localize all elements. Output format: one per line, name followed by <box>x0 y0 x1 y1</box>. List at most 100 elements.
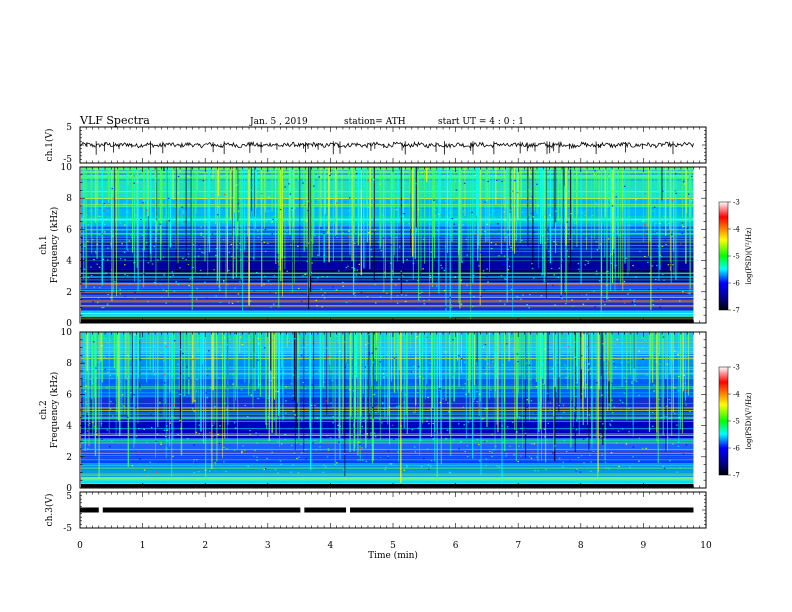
spectrogram-speckle <box>543 428 546 430</box>
colorbar-tick-label: -4 <box>733 226 740 234</box>
spectrogram-speckle <box>623 302 626 304</box>
spectrogram-speckle <box>355 274 358 276</box>
spectrogram-speckle <box>298 456 300 458</box>
spectrogram-speckle <box>194 461 196 463</box>
spectrogram-speckle <box>566 337 569 339</box>
spectrogram-speckle <box>274 468 277 471</box>
spectrogram-speckle <box>243 231 245 233</box>
spectrogram-speckle <box>148 170 151 172</box>
spectrogram-speckle <box>311 262 314 264</box>
spectrogram-speckle <box>414 177 417 179</box>
spectrogram-speckle <box>196 287 198 290</box>
spectrogram-speckle <box>648 233 650 235</box>
spectrogram-speckle <box>506 272 509 274</box>
spectrogram-speckle <box>136 234 138 236</box>
spectrogram-speckle <box>169 336 171 338</box>
spectrogram-speckle <box>252 455 255 457</box>
spectrogram-speckle <box>653 384 656 386</box>
spectrogram-speckle <box>573 221 575 223</box>
spectrogram-speckle <box>650 257 652 259</box>
spectrogram-speckle <box>82 380 85 382</box>
spectrogram-speckle <box>323 297 326 299</box>
spectrogram-speckle <box>665 254 668 257</box>
spectrogram-speckle <box>484 358 487 361</box>
spectrogram-speckle <box>104 257 107 259</box>
ch2-spectrogram-image <box>81 332 694 488</box>
spectrogram-speckle <box>566 221 569 223</box>
spectrogram-speckle <box>417 280 419 282</box>
spectrogram-speckle <box>126 170 128 173</box>
spectrogram-speckle <box>384 469 386 471</box>
spectrogram-speckle <box>398 278 400 280</box>
spectrogram-speckle <box>687 377 690 379</box>
spectrogram-speckle <box>85 214 88 216</box>
spectrogram-speckle <box>574 406 576 408</box>
spectrogram-speckle <box>663 415 665 417</box>
spectrogram-speckle <box>110 400 112 403</box>
spectrogram-speckle <box>650 341 652 344</box>
spectrogram-speckle <box>130 391 132 394</box>
spectrogram-speckle <box>92 239 94 241</box>
spectrogram-speckle <box>106 303 109 305</box>
spectrogram-speckle <box>126 416 129 418</box>
spectrogram-speckle <box>510 288 513 291</box>
spectrogram-speckle <box>95 433 98 435</box>
spectrogram-speckle <box>439 333 442 335</box>
spectrogram-speckle <box>166 218 168 221</box>
spectrogram-speckle <box>554 445 556 447</box>
spectrogram-speckle <box>430 251 432 253</box>
spectrogram-speckle <box>206 397 209 399</box>
spectrogram-speckle <box>153 231 156 233</box>
spectrogram-speckle <box>195 431 198 433</box>
spectrogram-speckle <box>192 338 195 340</box>
spectrogram-speckle <box>223 377 226 380</box>
spectrogram-speckle <box>215 247 218 250</box>
spectrogram-speckle <box>452 339 454 341</box>
spectrogram-speckle <box>440 369 443 371</box>
spectrogram-speckle <box>601 394 603 396</box>
spectrogram-speckle <box>340 227 342 229</box>
spectrogram-speckle <box>672 264 674 266</box>
spectrogram-speckle <box>460 280 463 282</box>
spectrogram-speckle <box>82 216 85 218</box>
spectrogram-speckle <box>143 469 146 471</box>
spectrogram-speckle <box>429 223 432 225</box>
spectrogram-speckle <box>393 438 395 440</box>
spectrogram-speckle <box>586 386 588 388</box>
spectrogram-speckle <box>433 199 435 201</box>
spectrogram-speckle <box>270 221 273 224</box>
spectrogram-speckle <box>449 225 451 228</box>
spectrogram-speckle <box>281 175 284 177</box>
spectrogram-speckle <box>278 377 280 379</box>
spectrogram-speckle <box>414 189 416 191</box>
spectrogram-speckle <box>668 355 671 358</box>
spectrogram-speckle <box>141 173 143 175</box>
spectrogram-ytick-label: 2 <box>66 453 72 463</box>
spectrogram-speckle <box>143 257 145 259</box>
spectrogram-speckle <box>522 415 525 417</box>
spectrogram-speckle <box>678 375 680 378</box>
spectrogram-speckle <box>388 406 391 409</box>
spectrogram-speckle <box>205 368 207 370</box>
spectrogram-speckle <box>166 440 169 442</box>
spectrogram-speckle <box>244 404 246 407</box>
spectrogram-speckle <box>159 411 161 413</box>
spectrogram-speckle <box>102 306 105 309</box>
spectrogram-speckle <box>181 223 184 225</box>
spectrogram-speckle <box>107 293 109 296</box>
spectrogram-speckle <box>486 275 488 277</box>
spectrogram-speckle <box>500 275 503 277</box>
spectrogram-speckle <box>574 410 576 412</box>
spectrogram-speckle <box>85 397 88 399</box>
spectrogram-speckle <box>272 218 275 221</box>
spectrogram-speckle <box>385 354 388 356</box>
spectrogram-speckle <box>453 230 456 232</box>
spectrogram-speckle <box>107 247 109 249</box>
spectrogram-speckle <box>98 462 100 464</box>
spectrogram-speckle <box>87 224 90 226</box>
spectrogram-speckle <box>168 436 171 438</box>
spectrogram-speckle <box>532 277 535 279</box>
spectrogram-speckle <box>300 354 303 356</box>
spectrogram-speckle <box>612 387 615 390</box>
